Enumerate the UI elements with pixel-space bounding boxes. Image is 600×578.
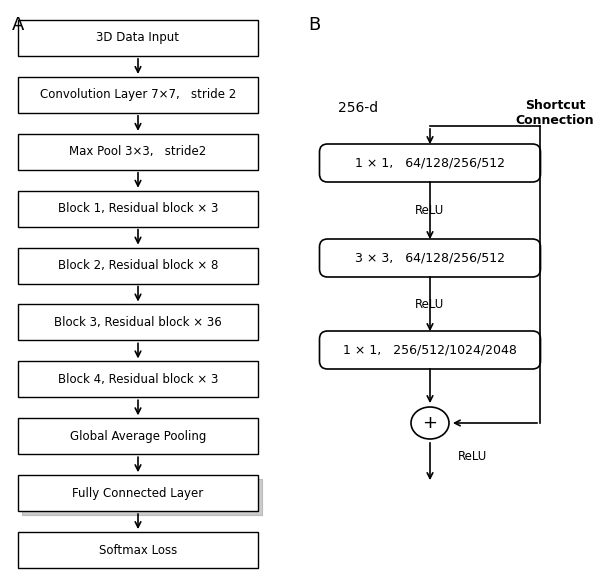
Text: Block 1, Residual block × 3: Block 1, Residual block × 3 bbox=[58, 202, 218, 215]
FancyBboxPatch shape bbox=[18, 191, 258, 227]
Text: A: A bbox=[12, 16, 25, 34]
FancyBboxPatch shape bbox=[18, 247, 258, 284]
Text: ReLU: ReLU bbox=[415, 298, 445, 310]
Text: ReLU: ReLU bbox=[415, 204, 445, 217]
FancyBboxPatch shape bbox=[18, 361, 258, 397]
Text: 1 × 1,   64/128/256/512: 1 × 1, 64/128/256/512 bbox=[355, 157, 505, 169]
FancyBboxPatch shape bbox=[18, 77, 258, 113]
Text: 256-d: 256-d bbox=[338, 101, 378, 115]
Text: +: + bbox=[422, 414, 437, 432]
Text: 3D Data Input: 3D Data Input bbox=[97, 31, 179, 45]
Text: Block 3, Residual block × 36: Block 3, Residual block × 36 bbox=[54, 316, 222, 329]
Text: Block 2, Residual block × 8: Block 2, Residual block × 8 bbox=[58, 259, 218, 272]
Text: Max Pool 3×3,   stride2: Max Pool 3×3, stride2 bbox=[70, 145, 206, 158]
FancyBboxPatch shape bbox=[320, 239, 541, 277]
Text: 1 × 1,   256/512/1024/2048: 1 × 1, 256/512/1024/2048 bbox=[343, 343, 517, 357]
FancyBboxPatch shape bbox=[320, 144, 541, 182]
Ellipse shape bbox=[411, 407, 449, 439]
FancyBboxPatch shape bbox=[18, 418, 258, 454]
Text: Softmax Loss: Softmax Loss bbox=[99, 543, 177, 557]
Text: Global Average Pooling: Global Average Pooling bbox=[70, 429, 206, 443]
FancyBboxPatch shape bbox=[18, 475, 258, 511]
Text: Fully Connected Layer: Fully Connected Layer bbox=[73, 487, 203, 499]
FancyBboxPatch shape bbox=[320, 331, 541, 369]
Text: Block 4, Residual block × 3: Block 4, Residual block × 3 bbox=[58, 373, 218, 386]
Text: 3 × 3,   64/128/256/512: 3 × 3, 64/128/256/512 bbox=[355, 251, 505, 265]
Text: Shortcut
Connection: Shortcut Connection bbox=[515, 99, 595, 127]
FancyBboxPatch shape bbox=[22, 479, 262, 515]
Text: ReLU: ReLU bbox=[458, 450, 487, 463]
FancyBboxPatch shape bbox=[18, 20, 258, 56]
FancyBboxPatch shape bbox=[18, 305, 258, 340]
Text: Convolution Layer 7×7,   stride 2: Convolution Layer 7×7, stride 2 bbox=[40, 88, 236, 101]
FancyBboxPatch shape bbox=[18, 134, 258, 170]
FancyBboxPatch shape bbox=[18, 532, 258, 568]
Text: B: B bbox=[308, 16, 320, 34]
